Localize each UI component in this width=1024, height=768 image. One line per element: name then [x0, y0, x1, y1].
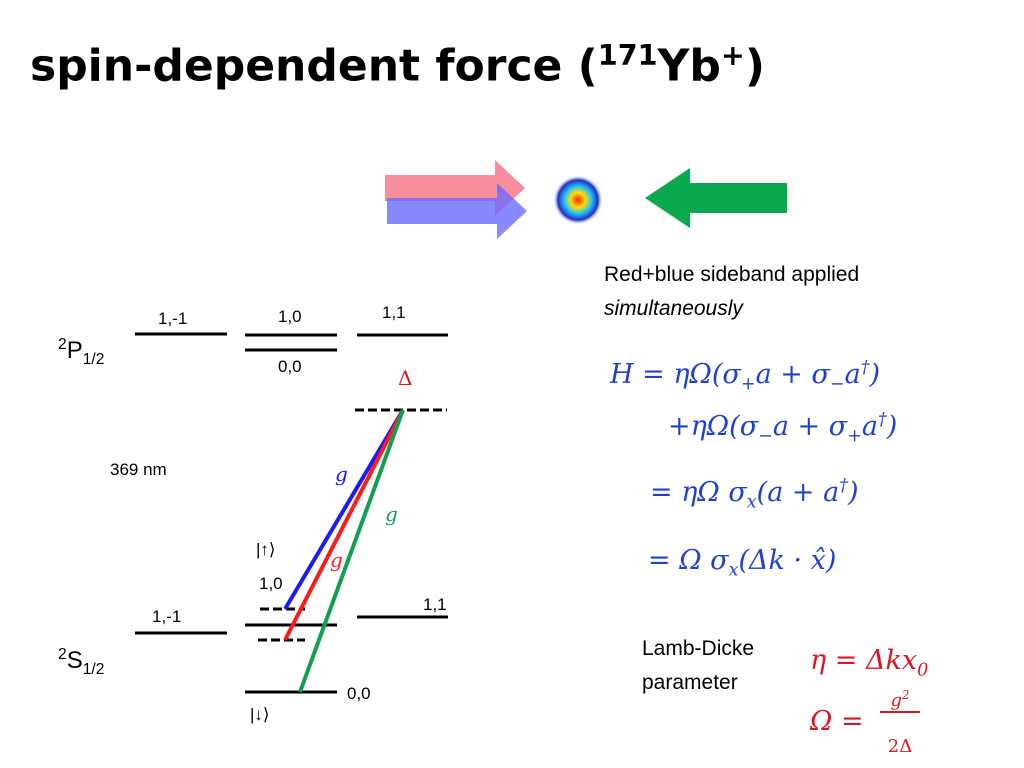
lamb-dicke-label: Lamb-Dicke: [642, 637, 755, 660]
text-segment: ): [869, 359, 881, 390]
text-segment: H = ηΩ(σ: [610, 359, 741, 390]
equation: H = ηΩ(σ+a + σ−a†): [610, 358, 880, 394]
coupling: g: [330, 548, 343, 572]
text-segment: 2: [58, 646, 67, 663]
laser-transitions: [283, 408, 405, 693]
text-segment: −: [829, 374, 845, 395]
state-label: 1,-1: [158, 309, 188, 328]
lamb-dicke-label: parameter: [642, 671, 738, 694]
text-segment: a: [844, 359, 861, 390]
note: simultaneously: [604, 297, 743, 320]
equation: = ηΩ σx(a + a†): [650, 476, 859, 512]
text-segment: +: [847, 426, 862, 447]
text-segment: +ηΩ(σ: [668, 411, 759, 442]
fraction-numerator: g2: [880, 688, 920, 713]
text-segment: a + σ: [755, 359, 830, 390]
text-segment: 1/2: [82, 660, 105, 678]
ion: [553, 175, 603, 225]
state-label: 1,1: [423, 595, 447, 614]
text-segment: = Ω σ: [648, 545, 729, 576]
text-segment: = ηΩ σ: [650, 477, 747, 508]
eta-equation: η = Δkx0: [810, 645, 928, 680]
text-segment: g: [890, 690, 903, 711]
title: spin-dependent force (171Yb+): [30, 38, 765, 92]
text-segment: 0: [917, 660, 929, 681]
text-segment: +: [740, 374, 756, 395]
text-segment: −: [758, 426, 773, 447]
text-segment: †: [839, 476, 848, 496]
text-segment: (a + a: [756, 477, 840, 508]
detuning: Δ: [398, 366, 413, 390]
text-segment: †: [878, 410, 887, 430]
text-segment: †: [860, 358, 870, 378]
level-label: 2S1/2: [58, 646, 104, 679]
text-segment: (Δk · x̂): [738, 545, 837, 576]
omega-equation: Ω =: [810, 706, 864, 737]
text-segment: a: [861, 411, 878, 442]
state-label: 0,0: [347, 684, 371, 703]
text-segment: 2: [902, 688, 910, 702]
fraction-denominator: 2Δ: [887, 736, 913, 757]
ket: |↓⟩: [250, 705, 270, 724]
note: Red+blue sideband applied: [604, 263, 860, 286]
text-segment: ): [886, 411, 898, 442]
ket: |↑⟩: [256, 540, 276, 559]
text-segment: +: [720, 38, 745, 72]
text-segment: P: [66, 337, 83, 364]
state-label: 1,0: [278, 307, 302, 326]
text-segment: ): [744, 40, 765, 92]
text-segment: ): [847, 477, 859, 508]
state-label: 1,1: [382, 303, 406, 322]
text-segment: 2: [58, 336, 67, 353]
text-segment: spin-dependent force (: [30, 40, 598, 92]
state-label: 1,-1: [152, 607, 182, 626]
laser-arrows: [385, 160, 787, 239]
coupling: g: [385, 502, 398, 526]
equation: = Ω σx(Δk · x̂): [648, 545, 836, 580]
state-label: 0,0: [278, 357, 302, 376]
text-segment: 171: [597, 38, 658, 72]
coupling: g: [335, 462, 348, 486]
level-label: 2P1/2: [58, 336, 104, 369]
text-segment: x: [728, 560, 739, 581]
equation: +ηΩ(σ−a + σ+a†): [668, 410, 897, 446]
wavelength: 369 nm: [110, 460, 167, 479]
state-label: 1,0: [259, 574, 283, 593]
text-segment: Yb: [657, 40, 721, 92]
text-segment: η = Δkx: [810, 645, 918, 676]
text-segment: a + σ: [772, 411, 848, 442]
text-segment: S: [66, 647, 83, 674]
text-segment: x: [746, 492, 757, 513]
text-segment: 1/2: [82, 350, 105, 368]
